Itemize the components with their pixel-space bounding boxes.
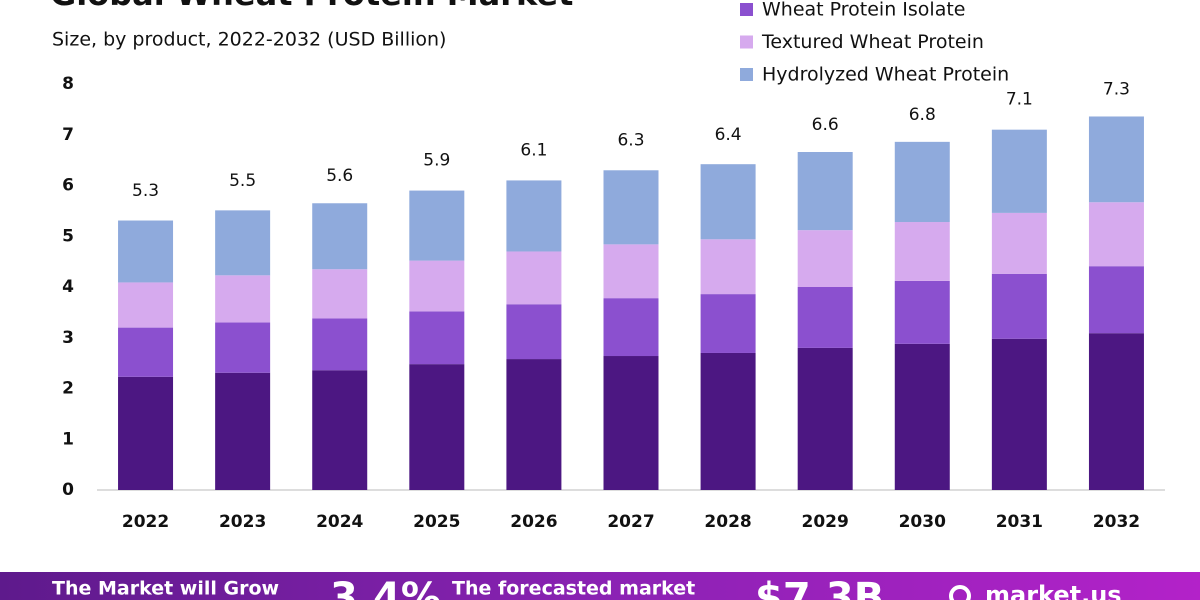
total-label: 7.3 [1103, 80, 1130, 100]
y-tick-label: 2 [62, 379, 74, 399]
bar-segment [312, 203, 368, 270]
legend-swatch [740, 68, 753, 81]
bar-segment [797, 287, 853, 348]
brand-logo [949, 585, 971, 600]
bar-segment [797, 152, 853, 231]
bar-segment [409, 311, 465, 365]
total-label: 6.1 [520, 140, 547, 160]
bar-segment [700, 239, 756, 295]
legend-label: Textured Wheat Protein [761, 31, 984, 53]
bar-segment [1088, 202, 1144, 267]
bar-segment [1088, 116, 1144, 203]
bar-segment [991, 338, 1047, 490]
footer-text: The Market will Grow [52, 578, 279, 600]
total-label: 6.6 [812, 115, 839, 135]
bar-segment [215, 322, 271, 373]
bar-segment [991, 129, 1047, 213]
total-label: 6.4 [715, 125, 742, 145]
bar-segment [894, 141, 950, 223]
x-tick-label: 2029 [802, 512, 849, 532]
bar-segment [894, 280, 950, 344]
bar-segment [118, 282, 174, 328]
bar-segment [215, 275, 271, 323]
y-tick-label: 1 [62, 429, 74, 449]
bar-segment [312, 370, 368, 490]
bar-segment [603, 356, 659, 490]
bar-segment [409, 364, 465, 490]
footer-brand: market.us [985, 581, 1122, 600]
bar-segment [506, 180, 562, 252]
total-label: 6.8 [909, 105, 936, 125]
x-tick-label: 2026 [510, 512, 557, 532]
y-tick-label: 7 [62, 125, 74, 145]
y-tick-label: 8 [62, 74, 74, 94]
bar-segment [312, 318, 368, 371]
x-tick-label: 2022 [122, 512, 169, 532]
bar-segment [1088, 266, 1144, 334]
bar-segment [603, 170, 659, 245]
bar-segment [991, 212, 1047, 274]
bar-segment [215, 372, 271, 490]
x-tick-label: 2032 [1093, 512, 1140, 532]
bar-segment [506, 251, 562, 305]
total-label: 6.3 [617, 130, 644, 150]
legend-label: Wheat Protein Isolate [762, 0, 965, 21]
bar-segment [603, 298, 659, 357]
footer-banner [0, 572, 1200, 600]
bar-segment [1088, 333, 1144, 490]
bar-segment [894, 343, 950, 490]
bar-segment [118, 327, 174, 377]
x-tick-label: 2031 [996, 512, 1043, 532]
total-label: 5.3 [132, 181, 159, 201]
bar-segment [797, 230, 853, 287]
x-tick-label: 2027 [607, 512, 654, 532]
y-tick-label: 0 [62, 480, 74, 500]
bar-segment [409, 190, 465, 261]
y-tick-label: 3 [62, 328, 74, 348]
footer-cagr: 3.4% [330, 575, 441, 600]
bar-segment [700, 352, 756, 490]
x-tick-label: 2025 [413, 512, 460, 532]
bar-segment [215, 210, 271, 276]
y-tick-label: 6 [62, 176, 74, 196]
bar-segment [603, 244, 659, 299]
total-label: 5.6 [326, 166, 353, 186]
legend-swatch [740, 35, 753, 49]
legend-label: Hydrolyzed Wheat Protein [762, 64, 1009, 86]
chart-subtitle: Size, by product, 2022-2032 (USD Billion… [52, 29, 446, 51]
total-label: 5.9 [423, 151, 450, 171]
bar-segment [118, 376, 174, 490]
bar-segment [506, 359, 562, 490]
y-tick-label: 4 [62, 277, 74, 297]
footer-value: $7.3B [755, 575, 884, 600]
x-tick-label: 2023 [219, 512, 266, 532]
x-tick-label: 2024 [316, 512, 363, 532]
bar-segment [700, 294, 756, 353]
bar-segment [409, 260, 465, 312]
y-tick-label: 5 [62, 226, 74, 246]
bar-segment [991, 273, 1047, 339]
bar-segment [894, 222, 950, 281]
chart-title: Global Wheat Protein Market [50, 0, 573, 13]
bar-segment [312, 269, 368, 319]
bar-segment [118, 220, 174, 283]
bar-segment [797, 347, 853, 490]
bar-segment [506, 304, 562, 360]
bar-segment [700, 164, 756, 240]
legend-swatch [740, 3, 753, 16]
x-tick-label: 2030 [899, 512, 946, 532]
total-label: 5.5 [229, 171, 256, 191]
footer-text: The forecasted market [452, 578, 695, 600]
x-tick-label: 2028 [704, 512, 751, 532]
total-label: 7.1 [1006, 90, 1033, 110]
